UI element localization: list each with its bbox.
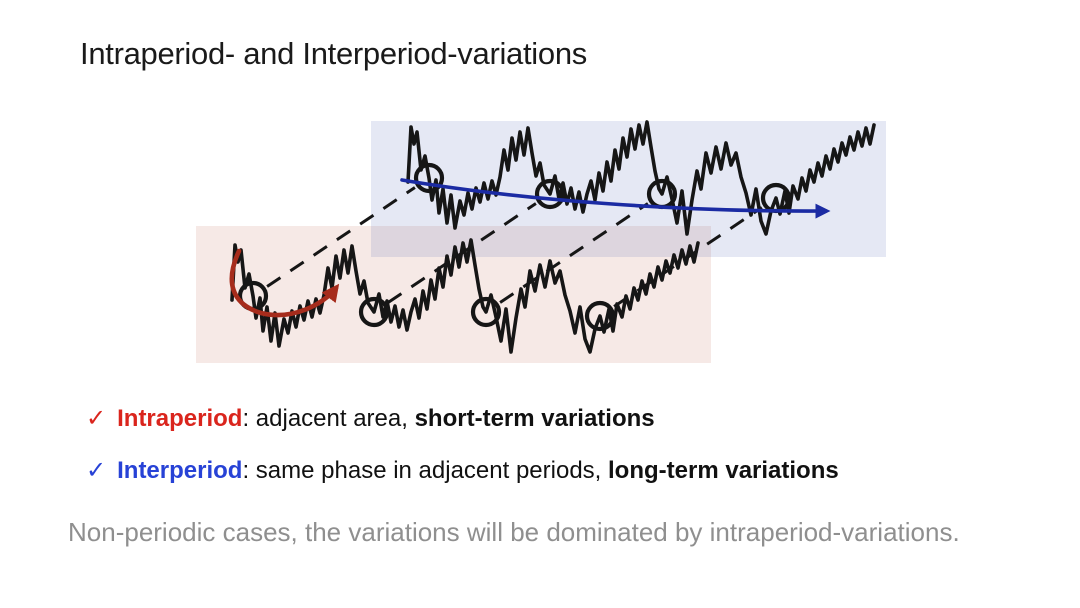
bullet-interperiod: ✓ Interperiod: same phase in adjacent pe… [86, 454, 839, 487]
bullet-text-part: short-term variations [414, 405, 655, 432]
bullet-text-part: : adjacent area, [242, 405, 415, 432]
footnote: Non-periodic cases, the variations will … [68, 517, 960, 547]
box-overlap [371, 226, 711, 257]
period-boxes [196, 121, 886, 363]
slide-title: Intraperiod- and Interperiod-variations [80, 36, 587, 71]
bullet-text-part: : same phase in adjacent periods, [242, 457, 609, 484]
phase-link-line [266, 186, 416, 288]
phase-link-line [499, 202, 649, 304]
check-icon: ✓ [86, 456, 107, 484]
phase-marker-circle [413, 162, 445, 194]
arrows [229, 178, 831, 318]
phase-marker-circle [358, 296, 390, 328]
interperiod-trend-arrow [400, 178, 831, 219]
signal-diagram [196, 120, 886, 363]
intraperiod-arrow [229, 248, 340, 318]
phase-marker-circle [470, 296, 502, 328]
bullet-text: Interperiod: same phase in adjacent peri… [117, 454, 839, 487]
check-icon: ✓ [86, 404, 107, 432]
bullet-list: ✓ Intraperiod: adjacent area, short-term… [86, 402, 839, 506]
phase-marker-circle [534, 178, 566, 210]
phase-marker-circle [584, 300, 616, 332]
bullet-intraperiod: ✓ Intraperiod: adjacent area, short-term… [86, 402, 839, 435]
bullet-text: Intraperiod: adjacent area, short-term v… [117, 402, 655, 435]
signal-wave-top [406, 120, 876, 236]
bullet-text-part: Interperiod [117, 457, 243, 484]
bullet-text-part: Intraperiod [117, 405, 243, 432]
bullet-text-part: long-term variations [608, 457, 839, 484]
